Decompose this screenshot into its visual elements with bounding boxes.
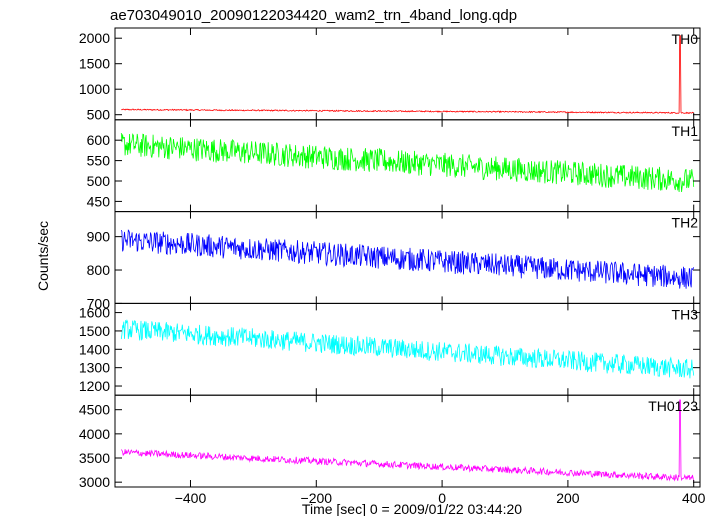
y-tick-label: 900 — [87, 229, 111, 245]
y-tick-label: 1600 — [79, 305, 110, 321]
x-tick-label: −400 — [175, 490, 207, 506]
x-tick-label: 0 — [438, 490, 446, 506]
y-tick-label: 4500 — [79, 402, 110, 418]
y-tick-label: 550 — [87, 153, 111, 169]
panel-th1: 450 500 550 600 TH1 — [87, 119, 701, 213]
panel-label-th2: TH2 — [672, 215, 699, 231]
chart-title: ae703049010_20090122034420_wam2_trn_4ban… — [110, 7, 517, 24]
y-tick-label: 1500 — [79, 56, 110, 72]
y-tick-label: 1500 — [79, 323, 110, 339]
y-tick-label: 1000 — [79, 81, 110, 97]
series-line-th0 — [121, 35, 694, 114]
y-tick-label: 4000 — [79, 426, 110, 442]
panel-label-th0: TH0 — [672, 31, 699, 47]
y-tick-label: 700 — [87, 295, 111, 311]
y-tick-label: 3500 — [79, 450, 110, 466]
y-tick-label: 1300 — [79, 360, 110, 376]
y-tick-label: 1200 — [79, 378, 110, 394]
y-tick-label: 1400 — [79, 341, 110, 357]
y-tick-label: 800 — [87, 262, 111, 278]
x-tick-label: −200 — [301, 490, 333, 506]
panel-th0123: 3000 3500 4000 4500 TH0123 — [79, 394, 701, 490]
y-tick-label: 600 — [87, 132, 111, 148]
panel-th2: 700 800 900 TH2 — [87, 211, 701, 311]
panel-frame — [114, 119, 701, 213]
panel-label-th0123: TH0123 — [648, 398, 698, 414]
x-tick-label: 400 — [682, 490, 706, 506]
x-axis-label: Time [sec] 0 = 2009/01/22 03:44:20 — [302, 501, 522, 516]
y-tick-label: 2000 — [79, 30, 110, 46]
y-tick-label: 3000 — [79, 474, 110, 490]
panel-th3: 1200 1300 1400 1500 1600 TH3 — [79, 302, 701, 396]
panel-frame — [114, 211, 701, 304]
panel-frame — [114, 394, 701, 488]
panel-frame — [114, 27, 701, 121]
y-tick-label: 450 — [87, 193, 111, 209]
panel-label-th3: TH3 — [672, 306, 699, 322]
series-line-th1 — [120, 132, 695, 193]
series-line-th0123 — [120, 399, 695, 482]
y-tick-label: 500 — [87, 107, 111, 123]
series-line-th3 — [120, 319, 695, 379]
panel-label-th1: TH1 — [672, 123, 699, 139]
x-tick-label: 200 — [556, 490, 580, 506]
series-line-th2 — [120, 229, 695, 289]
panel-th0: 500 1000 1500 2000 TH0 — [79, 27, 701, 123]
y-tick-label: 500 — [87, 173, 111, 189]
y-axis-label: Counts/sec — [35, 221, 51, 291]
